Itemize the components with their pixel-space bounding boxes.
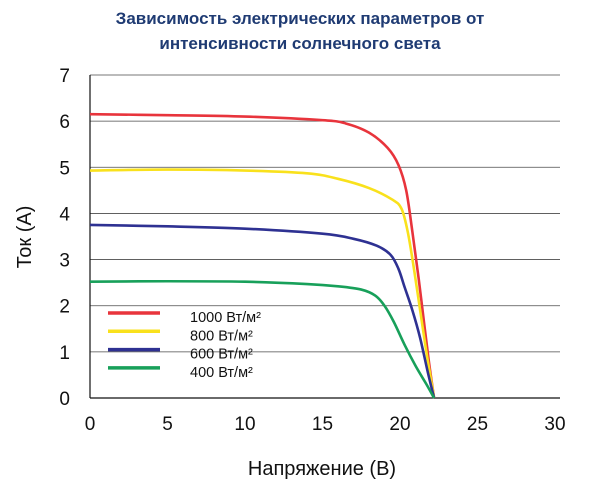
chart-title: Зависимость электрических параметров от …	[0, 6, 600, 56]
series-line-3	[89, 279, 436, 399]
series-line-0	[89, 112, 436, 399]
x-tick-label: 10	[234, 414, 255, 435]
y-tick-label: 0	[59, 389, 70, 410]
x-axis-label: Напряжение (В)	[248, 458, 396, 480]
legend-label-3: 400 Вт/м²	[190, 365, 253, 381]
y-tick-label: 5	[59, 158, 70, 179]
y-tick-label: 7	[59, 66, 70, 87]
chart-title-line-2: интенсивности солнечного света	[159, 34, 441, 53]
x-tick-label: 15	[312, 414, 333, 435]
x-tick-label: 25	[467, 414, 488, 435]
y-tick-label: 3	[59, 251, 70, 272]
x-tick-label: 20	[389, 414, 410, 435]
legend-label-1: 800 Вт/м²	[190, 328, 253, 344]
grid-lines	[89, 74, 560, 399]
x-tick-label: 5	[162, 414, 173, 435]
legend-label-0: 1000 Вт/м²	[190, 310, 261, 326]
y-tick-label: 6	[59, 112, 70, 133]
y-tick-label: 1	[59, 343, 70, 364]
series-line-1	[89, 168, 436, 399]
series-lines	[89, 112, 436, 399]
y-tick-label: 2	[59, 297, 70, 318]
chart-title-line-1: Зависимость электрических параметров от	[115, 9, 485, 28]
x-tick-label: 30	[544, 414, 565, 435]
x-tick-label: 0	[85, 414, 96, 435]
legend: 1000 Вт/м² 800 Вт/м² 600 Вт/м² 400 Вт/м²	[108, 310, 261, 381]
series-line-2	[89, 223, 436, 399]
legend-label-2: 600 Вт/м²	[190, 347, 253, 363]
tick-labels: 0 1 2 3 4 5 6 7 0 5 10 15 20 25 30	[59, 66, 565, 435]
y-axis-label: Ток (А)	[14, 206, 36, 269]
y-tick-label: 4	[59, 204, 70, 225]
